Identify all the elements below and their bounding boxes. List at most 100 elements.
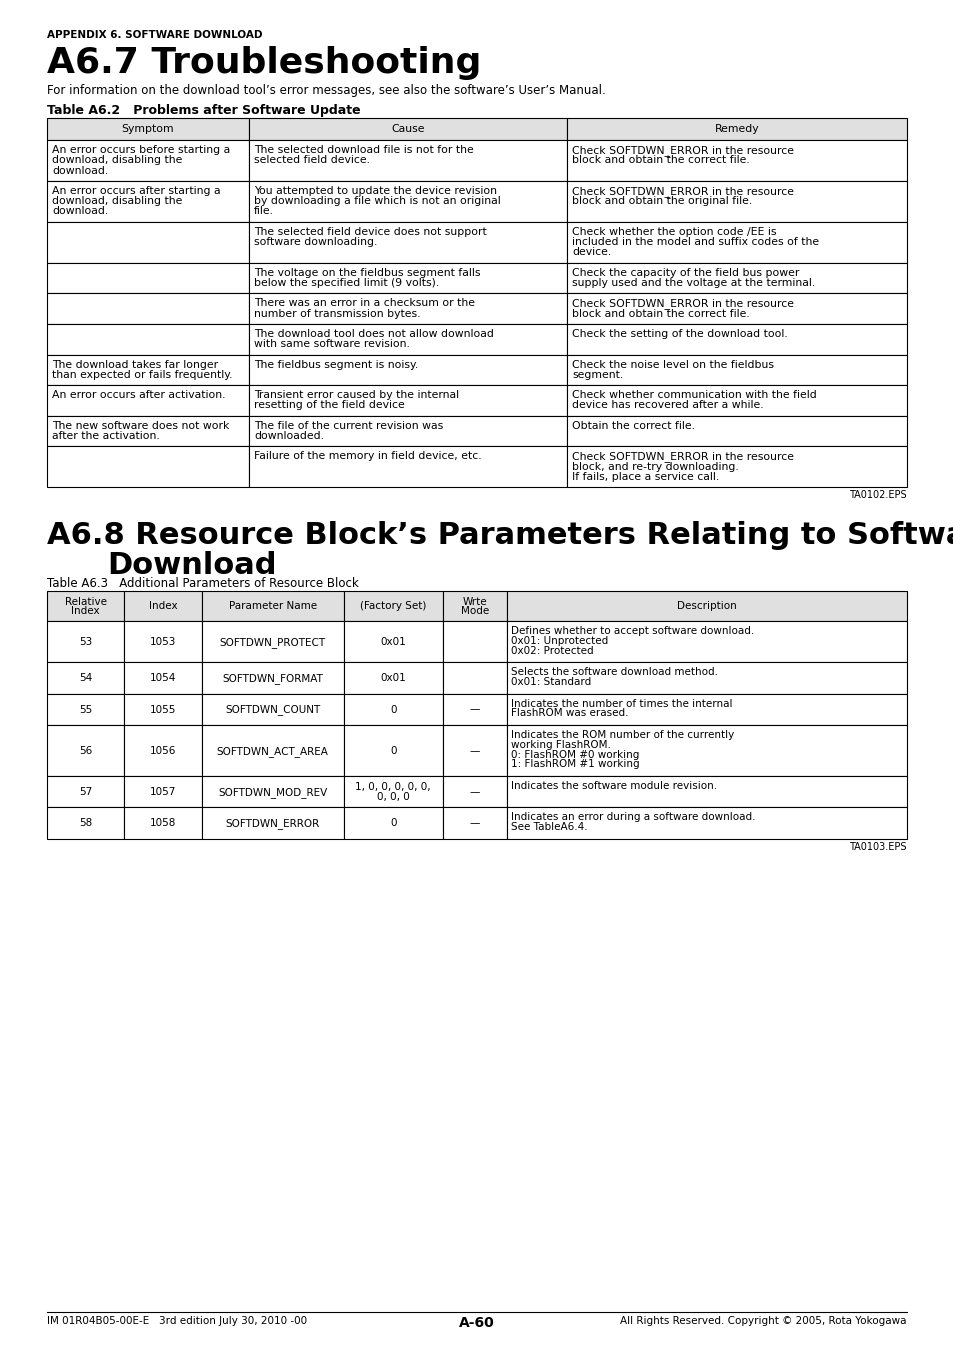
Text: Relative: Relative [65,597,107,606]
Bar [343,725,442,776]
Bar [249,447,567,487]
Text: 1: FlashROM #1 working: 1: FlashROM #1 working [511,759,639,769]
Text: download.: download. [52,207,108,216]
Text: 1056: 1056 [150,745,176,756]
Text: (Factory Set): (Factory Set) [359,601,426,612]
Text: supply used and the voltage at the terminal.: supply used and the voltage at the termi… [572,278,815,288]
Text: SOFTDWN_ERROR: SOFTDWN_ERROR [226,818,319,829]
Text: Obtain the correct file.: Obtain the correct file. [572,421,695,431]
Text: SOFTDWN_FORMAT: SOFTDWN_FORMAT [222,674,323,684]
Bar [47,385,249,416]
Bar [124,725,202,776]
Text: download, disabling the: download, disabling the [52,196,182,207]
Text: All Rights Reserved. Copyright © 2005, Rota Yokogawa: All Rights Reserved. Copyright © 2005, R… [619,1316,906,1326]
Text: —: — [469,705,479,714]
Bar [202,663,343,694]
Text: 0x02: Protected: 0x02: Protected [511,645,593,656]
Bar [343,694,442,725]
Bar [507,591,906,621]
Text: 0: 0 [390,705,396,714]
Text: Symptom: Symptom [122,124,174,134]
Bar [343,807,442,838]
Bar [343,776,442,807]
Bar [47,807,124,838]
Text: 1055: 1055 [150,705,176,714]
Text: Check whether the option code /EE is: Check whether the option code /EE is [572,227,776,236]
Bar [47,621,124,663]
Text: 0: FlashROM #0 working: 0: FlashROM #0 working [511,749,639,760]
Text: Check SOFTDWN_ERROR in the resource: Check SOFTDWN_ERROR in the resource [572,298,794,309]
Text: Check the noise level on the fieldbus: Check the noise level on the fieldbus [572,359,774,370]
Text: A6.8 Resource Block’s Parameters Relating to Software: A6.8 Resource Block’s Parameters Relatin… [47,521,953,551]
Text: Check whether communication with the field: Check whether communication with the fie… [572,390,816,400]
Text: An error occurs after activation.: An error occurs after activation. [52,390,225,400]
Bar [202,776,343,807]
Bar [202,725,343,776]
Bar [567,293,906,324]
Text: The download takes far longer: The download takes far longer [52,359,218,370]
Bar [249,355,567,385]
Bar [124,776,202,807]
Text: 57: 57 [79,787,92,796]
Text: See TableA6.4.: See TableA6.4. [511,822,587,832]
Text: TA0103.EPS: TA0103.EPS [848,841,906,852]
Text: Indicates an error during a software download.: Indicates an error during a software dow… [511,813,755,822]
Text: SOFTDWN_ACT_AREA: SOFTDWN_ACT_AREA [216,745,329,756]
Text: block and obtain the correct file.: block and obtain the correct file. [572,155,749,165]
Text: segment.: segment. [572,370,623,379]
Text: The file of the current revision was: The file of the current revision was [253,421,443,431]
Text: 0, 0, 0: 0, 0, 0 [376,791,409,802]
Text: Parameter Name: Parameter Name [229,601,316,612]
Text: Failure of the memory in field device, etc.: Failure of the memory in field device, e… [253,451,481,462]
Text: block and obtain the original file.: block and obtain the original file. [572,196,752,207]
Text: 0x01: 0x01 [380,674,406,683]
Text: You attempted to update the device revision: You attempted to update the device revis… [253,186,497,196]
Text: Selects the software download method.: Selects the software download method. [511,667,718,678]
Bar [47,663,124,694]
Text: Description: Description [677,601,736,612]
Text: The new software does not work: The new software does not work [52,421,229,431]
Text: resetting of the field device: resetting of the field device [253,401,404,410]
Text: selected field device.: selected field device. [253,155,370,165]
Text: The fieldbus segment is noisy.: The fieldbus segment is noisy. [253,359,418,370]
Bar [343,591,442,621]
Text: 1057: 1057 [150,787,176,796]
Text: than expected or fails frequently.: than expected or fails frequently. [52,370,233,379]
Text: included in the model and suffix codes of the: included in the model and suffix codes o… [572,238,819,247]
Text: For information on the download tool’s error messages, see also the software’s U: For information on the download tool’s e… [47,84,605,97]
Text: Remedy: Remedy [714,124,759,134]
Bar [47,181,249,221]
Text: Mode: Mode [460,606,489,616]
Text: The download tool does not allow download: The download tool does not allow downloa… [253,329,494,339]
Bar [567,324,906,355]
Bar [249,117,567,140]
Text: The voltage on the fieldbus segment falls: The voltage on the fieldbus segment fall… [253,267,480,278]
Text: A6.7 Troubleshooting: A6.7 Troubleshooting [47,46,481,80]
Text: file.: file. [253,207,274,216]
Bar [202,621,343,663]
Bar [47,416,249,447]
Text: IM 01R04B05-00E-E   3rd edition July 30, 2010 -00: IM 01R04B05-00E-E 3rd edition July 30, 2… [47,1316,307,1326]
Bar [442,663,507,694]
Text: Check SOFTDWN_ERROR in the resource: Check SOFTDWN_ERROR in the resource [572,186,794,197]
Text: Table A6.2   Problems after Software Update: Table A6.2 Problems after Software Updat… [47,104,360,117]
Bar [507,621,906,663]
Text: Download: Download [107,551,276,580]
Bar [567,447,906,487]
Text: If fails, place a service call.: If fails, place a service call. [572,472,719,482]
Text: Check SOFTDWN_ERROR in the resource: Check SOFTDWN_ERROR in the resource [572,451,794,462]
Text: Check the capacity of the field bus power: Check the capacity of the field bus powe… [572,267,799,278]
Text: —: — [469,745,479,756]
Text: A-60: A-60 [458,1316,495,1330]
Bar [507,694,906,725]
Text: 53: 53 [79,637,92,647]
Text: Indicates the ROM number of the currently: Indicates the ROM number of the currentl… [511,730,734,740]
Bar [47,324,249,355]
Text: The selected download file is not for the: The selected download file is not for th… [253,144,474,155]
Text: downloaded.: downloaded. [253,431,324,441]
Text: number of transmission bytes.: number of transmission bytes. [253,309,420,319]
Text: block and obtain the correct file.: block and obtain the correct file. [572,309,749,319]
Bar [47,117,249,140]
Text: Check the setting of the download tool.: Check the setting of the download tool. [572,329,787,339]
Bar [343,621,442,663]
